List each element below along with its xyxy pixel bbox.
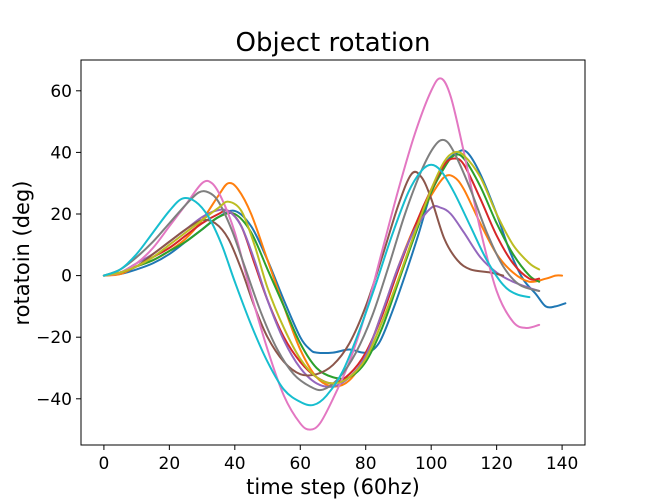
y-axis-label: rotatoin (deg) [10,181,34,326]
series-line-8 [102,138,541,392]
x-tick-label: 40 [224,454,246,474]
y-tick-label: −20 [36,328,72,348]
y-tick-label: 60 [50,82,72,102]
x-axis-label: time step (60hz) [246,475,420,499]
x-tick-label: 80 [355,454,377,474]
x-tick-label: 0 [98,454,109,474]
x-tick-label: 140 [546,454,578,474]
x-tick-label: 60 [289,454,311,474]
series-line-3 [102,153,541,380]
y-tick-label: 40 [50,143,72,163]
plot-frame [80,59,586,446]
x-tick-label: 120 [480,454,512,474]
y-tick-label: 20 [50,205,72,225]
x-axis: 0 20 40 60 80 100 120 140 [98,445,578,474]
series-lines [102,77,567,431]
x-tick-label: 20 [159,454,181,474]
chart-title: Object rotation [236,28,431,58]
y-tick-label: −40 [36,390,72,410]
series-line-9 [102,150,541,385]
y-axis: −40 −20 0 20 40 60 [36,82,81,410]
y-tick-label: 0 [61,267,72,287]
x-tick-label: 100 [415,454,447,474]
series-line-10 [102,163,531,407]
series-line-6 [102,170,505,377]
